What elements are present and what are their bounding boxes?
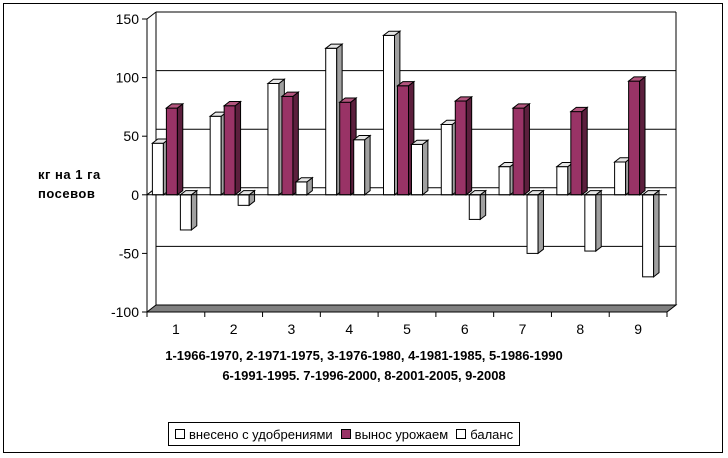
bar-s1-c2-side (292, 91, 299, 196)
y-axis-label-line-1: кг на 1 га (38, 167, 101, 182)
chart-frame (3, 3, 723, 453)
bar-s1-c4-front (397, 85, 409, 196)
legend-item-removal: вынос урожаем (340, 426, 449, 442)
bar-s1-c6-side (523, 102, 530, 196)
bar-s1-c3-front (339, 101, 352, 196)
y-tick-label-5: 150 (116, 11, 140, 27)
bar-s0-c4-front (383, 34, 395, 196)
bar-s2-c2-front (295, 181, 308, 196)
bar-s0-c2-front (267, 82, 280, 196)
x-tick-label-6: 7 (519, 321, 527, 337)
legend-item-fertilizer: внесено с удобрениями (175, 427, 333, 442)
x-tick-label-8: 9 (634, 321, 642, 337)
y-tick-label-0: -100 (111, 304, 139, 320)
bar-s1-c0-top (164, 103, 185, 109)
bar-s2-c7-side (595, 189, 602, 253)
y-axis-label-line-2: посевов (38, 186, 96, 201)
bar-s2-c3-top (352, 135, 372, 141)
x-axis-caption-line-1: 1-1966-1970, 2-1971-1975, 3-1976-1980, 4… (165, 348, 563, 363)
legend: внесено с удобрениями вынос урожаем бала… (168, 422, 521, 446)
bar-s0-c5-front (440, 123, 453, 196)
bar-s0-c3-top (324, 43, 344, 49)
bar-s2-c3-side (364, 134, 371, 196)
x-tick-label-0: 1 (172, 321, 180, 337)
bar-s0-c2-top (266, 78, 286, 84)
legend-swatch-fertilizer (175, 429, 185, 439)
bar-s1-c5-side (465, 95, 473, 196)
bar-s1-c7-side (581, 106, 588, 196)
bar-s1-c4-top (396, 81, 416, 87)
bar-s2-c7-front (584, 194, 597, 252)
bar-s1-c1-side (234, 100, 242, 196)
bar-s0-c0-front (151, 142, 164, 196)
bar-s2-c0-side (190, 189, 198, 231)
bar-s1-c3-top (338, 97, 358, 103)
bar-s2-c6-side (537, 189, 544, 255)
bar-s1-c1-top (222, 101, 243, 107)
bar-s2-c1-front (237, 194, 250, 206)
bar-s1-c2-top (280, 91, 300, 97)
chart-floor (145, 304, 678, 313)
bar-s2-c3-front (353, 139, 366, 196)
bar-s0-c1-front (209, 115, 222, 196)
y-tick-label-4: 100 (116, 70, 140, 86)
y-axis-top-edge (146, 11, 157, 20)
bar-s1-c8-front (628, 80, 641, 196)
bar-s1-c7-top (569, 106, 589, 113)
legend-swatch-removal (340, 429, 351, 439)
x-tick-label-7: 8 (576, 321, 584, 337)
x-tick-label-5: 6 (461, 321, 469, 337)
y-tick-label-2: 0 (131, 187, 139, 203)
legend-label-balance: баланс (470, 426, 514, 442)
legend-swatch-balance (456, 429, 467, 439)
bar-s2-c6-front (526, 194, 539, 254)
bar-s0-c4-top (382, 30, 402, 36)
bar-s2-c4-top (410, 139, 430, 145)
y-tick-label-1: -50 (119, 245, 139, 261)
bar-s1-c8-side (639, 75, 646, 196)
legend-item-balance: баланс (456, 427, 513, 442)
bar-s1-c8-top (627, 76, 647, 82)
x-tick-label-4: 5 (403, 321, 411, 337)
bar-s1-c5-top (453, 96, 474, 102)
bar-s2-c0-front (179, 194, 192, 231)
x-axis-caption-line-2: 6-1991-1995. 7-1996-2000, 8-2001-2005, 9… (222, 368, 506, 383)
bar-s1-c6-front (512, 107, 525, 196)
legend-label-removal: вынос урожаем (354, 426, 449, 442)
bar-s1-c0-front (165, 107, 178, 196)
bar-s0-c6-front (498, 166, 511, 196)
x-tick-label-2: 3 (288, 321, 296, 337)
x-tick-label-3: 4 (345, 321, 353, 337)
bar-s0-c8-front (614, 161, 627, 196)
x-tick-label-1: 2 (230, 321, 238, 337)
bar-s1-c6-top (511, 103, 531, 109)
bar-s1-c0-side (176, 102, 184, 196)
bar-s2-c4-front (411, 143, 423, 196)
bar-s2-c8-front (642, 194, 655, 278)
bar-s0-c7-front (556, 166, 569, 196)
bar-s2-c2-top (294, 177, 314, 183)
bar-s1-c5-front (454, 100, 467, 196)
legend-label-fertilizer: внесено с удобрениями (189, 426, 333, 442)
bar-s1-c1-front (223, 105, 236, 196)
bar-s2-c4-side (422, 139, 429, 196)
y-tick-label-3: 50 (123, 128, 139, 144)
bar-s2-c5-front (468, 194, 481, 220)
bar-s1-c7-front (570, 111, 583, 196)
bar-s0-c3-front (325, 47, 338, 196)
bar-s2-c8-side (653, 189, 660, 278)
bar-s1-c2-front (281, 95, 294, 196)
